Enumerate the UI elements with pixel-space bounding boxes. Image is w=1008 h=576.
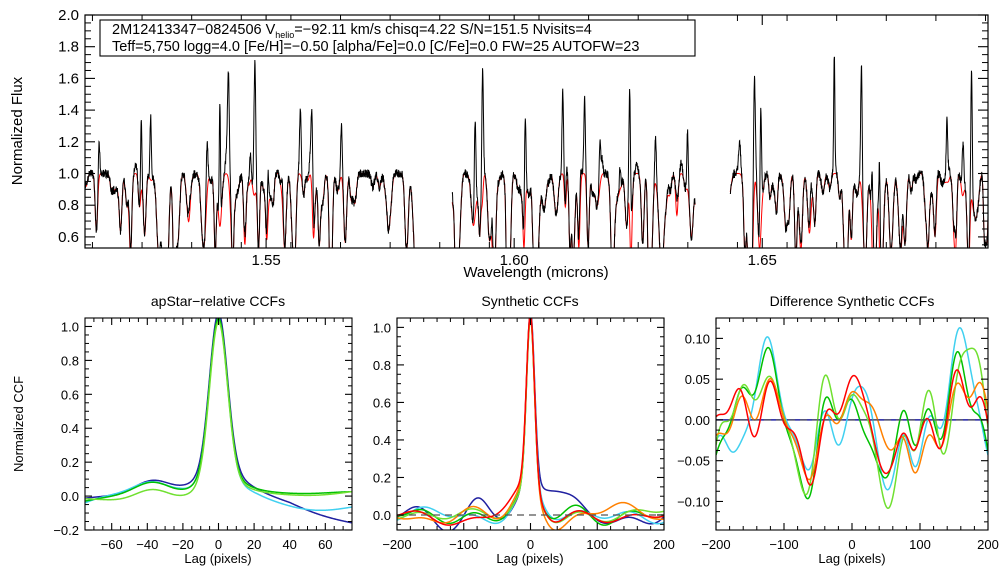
ccf-left-x-ticklabels: −60 −40 −20 0 20 40 60: [101, 537, 333, 552]
ccf-left-title: apStar−relative CCFs: [151, 293, 285, 309]
svg-text:−100: −100: [769, 537, 798, 552]
ccf-mid-title: Synthetic CCFs: [481, 293, 578, 309]
ccf-right-traces: [716, 327, 988, 510]
svg-text:1.6: 1.6: [58, 70, 79, 87]
ccf-trace-combined: [716, 369, 988, 486]
svg-text:0.8: 0.8: [373, 358, 391, 373]
svg-text:40: 40: [282, 537, 296, 552]
svg-text:1.0: 1.0: [58, 166, 79, 183]
svg-text:0.6: 0.6: [61, 387, 79, 402]
spectrum-x-ticklabels: 1.55 1.60 1.65: [251, 252, 776, 269]
ccf-left-panel: −0.20.00.20.40.60.81.0 −60 −40 −20 0 20 40 60 …: [11, 293, 353, 566]
ccf-right-title: Difference Synthetic CCFs: [770, 293, 935, 309]
svg-text:0.0: 0.0: [61, 489, 79, 504]
svg-text:0.4: 0.4: [61, 421, 79, 436]
svg-text:0.8: 0.8: [58, 197, 79, 214]
spectrum-y-ticklabels: 0.6 0.8 1.0 1.2 1.4 1.6 1.8 2.0: [58, 7, 79, 246]
svg-text:1.55: 1.55: [251, 252, 280, 269]
svg-text:60: 60: [318, 537, 332, 552]
svg-text:200: 200: [653, 537, 675, 552]
ccf-left-x-axis-label: Lag (pixels): [184, 551, 251, 566]
spectrum-traces: [85, 56, 988, 248]
spectrum-y-axis-label: Normalized Flux: [9, 76, 26, 185]
svg-text:0.4: 0.4: [373, 433, 391, 448]
spectrum-panel: 0.6 0.8 1.0 1.2 1.4 1.6 1.8 2.0 1.55 1.60 1.65 Wa…: [9, 7, 989, 281]
svg-text:200: 200: [977, 537, 999, 552]
ccf-mid-x-ticklabels: −200 −100 0 100 200: [382, 537, 675, 552]
ccf-mid-ticks: [396, 318, 665, 530]
ccf-right-x-axis-label: Lag (pixels): [818, 551, 885, 566]
svg-text:0: 0: [848, 537, 855, 552]
ccf-left-y-ticklabels: −0.2 0.0 0.2 0.4 0.6 0.8 1.0: [53, 319, 79, 538]
spectrum-ticks: [85, 14, 988, 248]
ccf-left-y-axis-label: Normalized CCF: [11, 376, 26, 472]
ccf-right-x-ticklabels: −200 −100 0 100 200: [701, 537, 999, 552]
ccf-trace-visit-4: [716, 347, 988, 510]
spectrum-axes-frame: [84, 14, 989, 249]
svg-text:0.00: 0.00: [685, 413, 710, 428]
svg-text:20: 20: [247, 537, 261, 552]
ccf-trace-visit-2: [397, 318, 664, 525]
svg-text:0.6: 0.6: [58, 229, 79, 246]
svg-text:1.60: 1.60: [500, 252, 529, 269]
svg-text:−20: −20: [172, 537, 194, 552]
parameter-annotation-box: 2M12413347−0824506 Vhelio=−92.11 km/s ch…: [99, 19, 696, 57]
svg-text:100: 100: [586, 537, 608, 552]
svg-text:0.8: 0.8: [61, 353, 79, 368]
ccf-right-y-ticklabels: −0.10 −0.05 0.00 0.05 0.10: [677, 331, 710, 509]
annotation-box-border: [99, 19, 696, 57]
ccf-trace-combined: [397, 318, 664, 526]
svg-text:−200: −200: [701, 537, 730, 552]
svg-text:0: 0: [527, 537, 534, 552]
svg-text:1.0: 1.0: [61, 319, 79, 334]
svg-text:−40: −40: [136, 537, 158, 552]
svg-text:0.0: 0.0: [373, 508, 391, 523]
svg-text:−100: −100: [449, 537, 478, 552]
ccf-mid-x-axis-label: Lag (pixels): [496, 551, 563, 566]
ccf-mid-panel: 0.0 0.2 0.4 0.6 0.8 1.0 −200 −100 0 100 200 Synth…: [373, 293, 675, 566]
svg-text:−60: −60: [101, 537, 123, 552]
svg-text:1.0: 1.0: [373, 320, 391, 335]
svg-text:−200: −200: [382, 537, 411, 552]
annotation-line-2: Teff=5,750 logg=4.0 [Fe/H]=−0.50 [alpha/…: [112, 39, 639, 55]
svg-text:0.2: 0.2: [61, 455, 79, 470]
ccf-mid-y-ticklabels: 0.0 0.2 0.4 0.6 0.8 1.0: [373, 320, 391, 523]
ccf-right-ticks: [715, 317, 989, 530]
svg-text:−0.2: −0.2: [53, 523, 79, 538]
svg-text:0.6: 0.6: [373, 395, 391, 410]
svg-text:0: 0: [215, 537, 222, 552]
annotation-line-1: 2M12413347−0824506 Vhelio=−92.11 km/s ch…: [112, 22, 592, 40]
ccf-right-panel: −0.10 −0.05 0.00 0.05 0.10 −200 −100 0 100 200 D…: [677, 293, 999, 566]
observed-spectrum-trace: [85, 56, 988, 248]
svg-text:0.2: 0.2: [373, 470, 391, 485]
svg-text:1.65: 1.65: [748, 252, 777, 269]
ccf-trace-visit-3: [716, 346, 988, 500]
ccf-left-ticks: [84, 318, 353, 531]
svg-text:−0.05: −0.05: [677, 454, 710, 469]
svg-text:−0.10: −0.10: [677, 494, 710, 509]
svg-text:1.4: 1.4: [58, 102, 79, 119]
svg-text:0.05: 0.05: [685, 372, 710, 387]
spectrum-x-axis-label: Wavelength (microns): [463, 264, 608, 281]
svg-text:1.8: 1.8: [58, 39, 79, 56]
svg-text:2.0: 2.0: [58, 7, 79, 24]
svg-text:100: 100: [909, 537, 931, 552]
svg-text:0.10: 0.10: [685, 331, 710, 346]
svg-text:1.2: 1.2: [58, 134, 79, 151]
ccf-trace-visit-2: [716, 327, 988, 491]
